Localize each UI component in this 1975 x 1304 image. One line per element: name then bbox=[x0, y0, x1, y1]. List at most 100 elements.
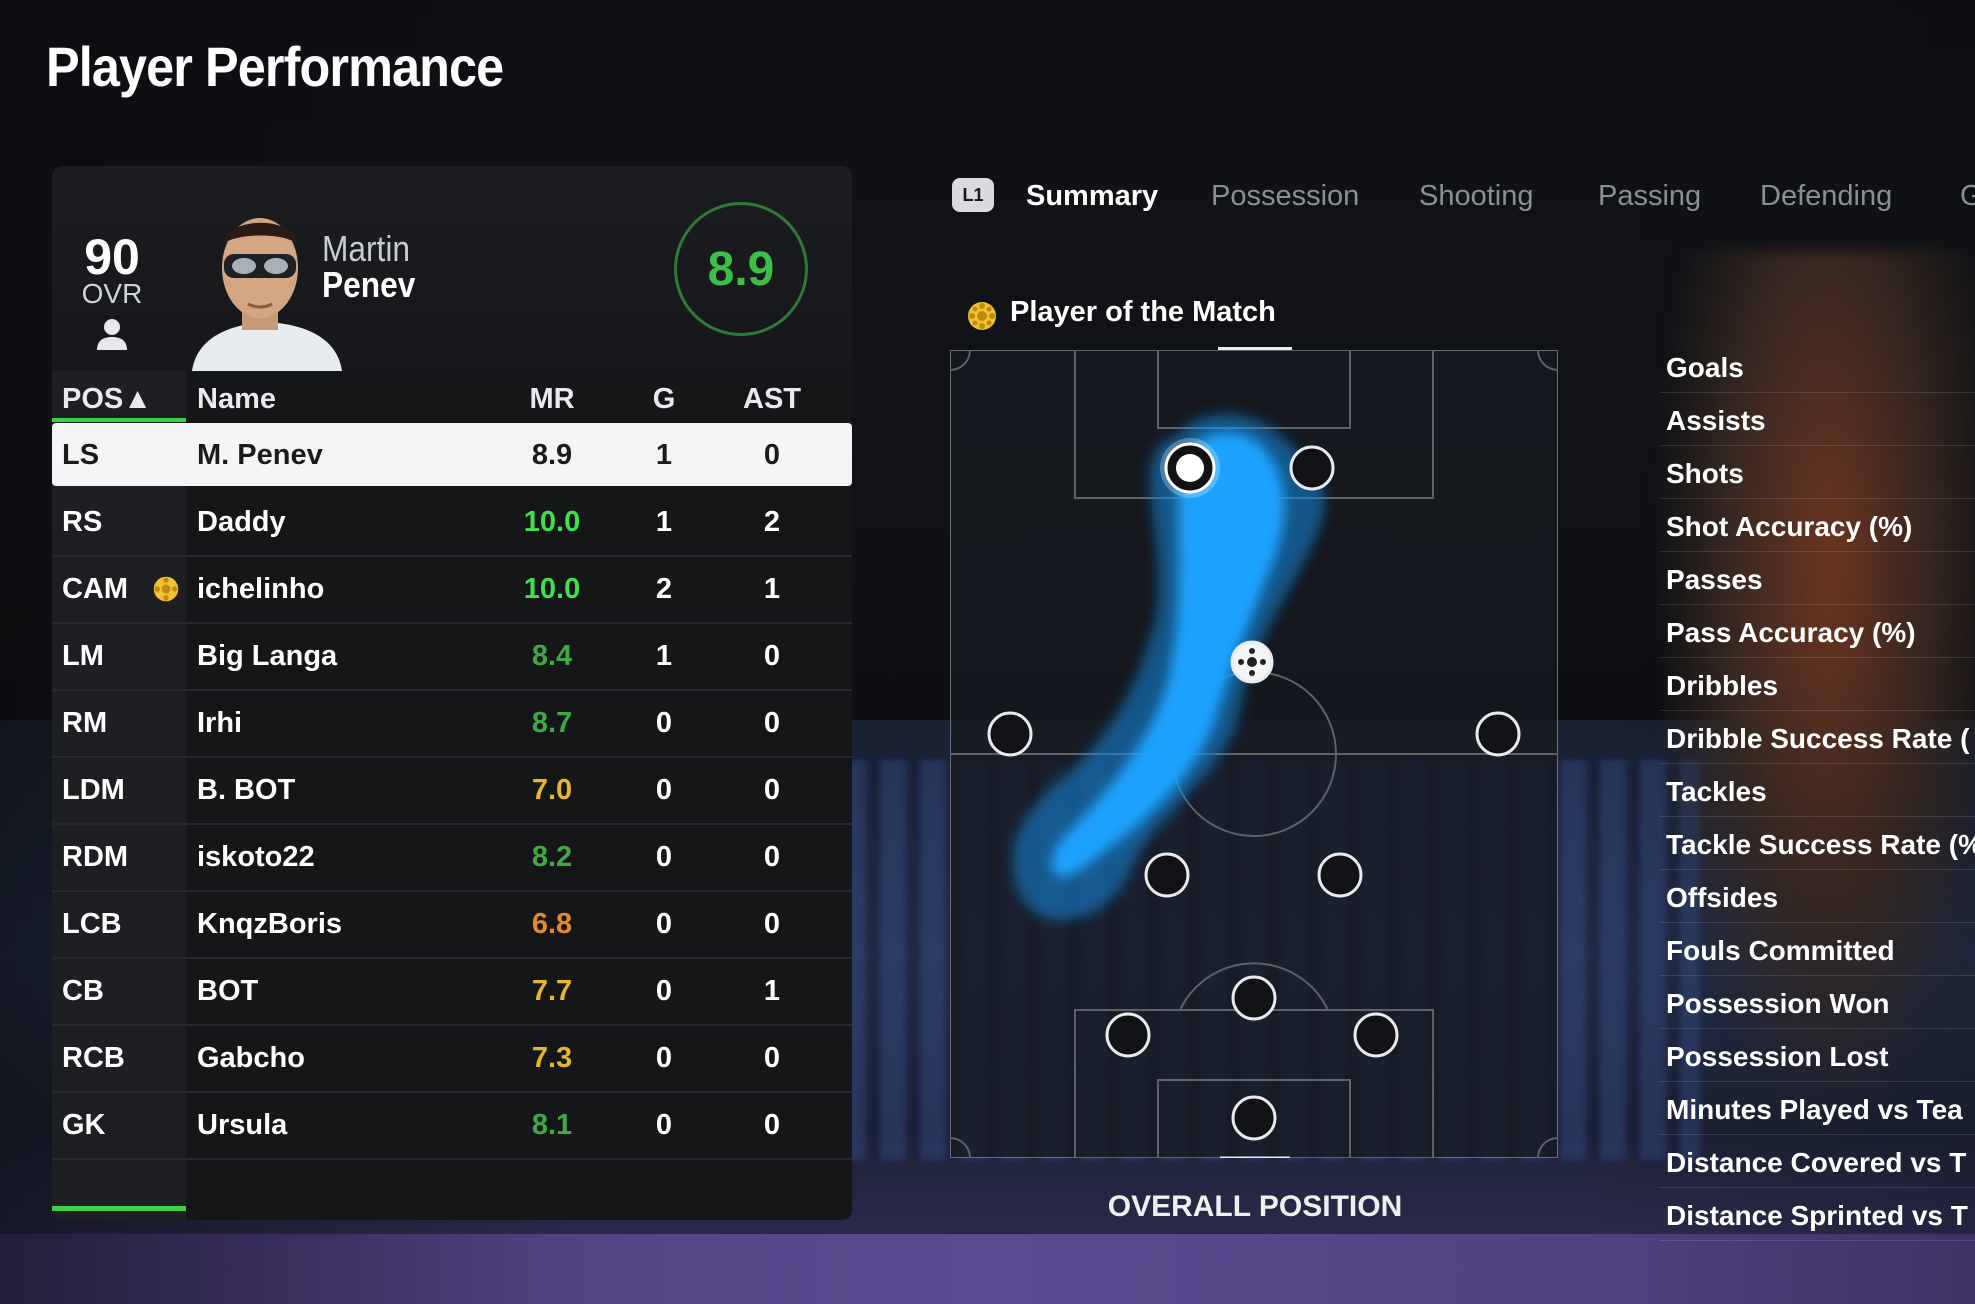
row-goals: 0 bbox=[655, 908, 673, 940]
row-assists: 0 bbox=[763, 774, 781, 806]
player-markers bbox=[987, 438, 1521, 1141]
row-player-name: ichelinho bbox=[197, 573, 325, 605]
stat-row: Possession Won bbox=[1660, 976, 1975, 1029]
row-match-rating: 8.1 bbox=[531, 1109, 573, 1141]
stat-row: Dribbles bbox=[1660, 658, 1975, 711]
player-portrait bbox=[192, 218, 342, 371]
row-player-name: BOT bbox=[197, 975, 259, 1007]
row-player-name: Daddy bbox=[197, 506, 286, 538]
ovr-value: 90 bbox=[84, 229, 140, 285]
stat-row: Fouls Committed bbox=[1660, 923, 1975, 976]
row-player-name: B. BOT bbox=[197, 774, 296, 806]
row-position: LS bbox=[62, 439, 100, 471]
table-row[interactable]: RDM iskoto22 8.2 0 0 bbox=[52, 825, 852, 892]
sort-pos-header[interactable]: POS▲ bbox=[62, 383, 152, 415]
row-assists: 0 bbox=[763, 707, 781, 739]
row-position: LM bbox=[62, 640, 104, 672]
stat-row: Dribble Success Rate ( bbox=[1660, 711, 1975, 764]
table-row[interactable]: RM Irhi 8.7 0 0 bbox=[52, 691, 852, 758]
row-goals: 0 bbox=[655, 1042, 673, 1074]
stat-label: Dribbles bbox=[1666, 670, 1779, 701]
table-row[interactable]: CAM ichelinho 10.0 2 1 bbox=[52, 557, 852, 624]
row-player-name: iskoto22 bbox=[197, 841, 315, 873]
position-heatmap-pitch bbox=[950, 350, 1558, 1158]
table-row[interactable]: RCB Gabcho 7.3 0 0 bbox=[52, 1026, 852, 1093]
row-goals: 1 bbox=[655, 640, 673, 672]
row-player-name: KnqzBoris bbox=[197, 908, 342, 940]
row-goals: 0 bbox=[655, 975, 673, 1007]
row-position: RS bbox=[62, 506, 103, 538]
stat-label: Passes bbox=[1666, 564, 1763, 595]
row-player-name: M. Penev bbox=[197, 439, 323, 471]
row-goals: 1 bbox=[655, 439, 673, 471]
player-of-the-match-icon bbox=[968, 302, 996, 330]
tab-defending[interactable]: Defending bbox=[1760, 180, 1893, 212]
row-match-rating: 7.7 bbox=[531, 975, 573, 1007]
stat-row: Distance Covered vs T bbox=[1660, 1135, 1975, 1188]
row-position: RM bbox=[62, 707, 108, 739]
tab-possession[interactable]: Possession bbox=[1211, 180, 1360, 212]
row-match-rating: 6.8 bbox=[531, 908, 573, 940]
tab-shooting[interactable]: Shooting bbox=[1419, 180, 1534, 212]
row-assists: 0 bbox=[763, 640, 781, 672]
row-match-rating: 8.4 bbox=[531, 640, 573, 672]
stat-label: Tackle Success Rate (% bbox=[1666, 829, 1975, 860]
table-row[interactable]: CB BOT 7.7 0 1 bbox=[52, 959, 852, 1026]
table-row[interactable]: LS M. Penev 8.9 1 0 bbox=[52, 423, 852, 486]
row-position: RCB bbox=[62, 1042, 125, 1074]
table-row[interactable]: RS Daddy 10.0 1 2 bbox=[52, 490, 852, 557]
stat-label: Shot Accuracy (%) bbox=[1666, 511, 1913, 542]
player-header: 90 OVR Martin Penev 8.9 bbox=[52, 166, 852, 371]
table-row[interactable]: LCB KnqzBoris 6.8 0 0 bbox=[52, 892, 852, 959]
row-match-rating: 10.0 bbox=[523, 506, 581, 538]
match-rating-badge: 8.9 bbox=[674, 202, 808, 336]
row-goals: 0 bbox=[655, 1109, 673, 1141]
goals-header[interactable]: G bbox=[652, 383, 676, 415]
row-goals: 0 bbox=[655, 774, 673, 806]
tab-passing[interactable]: Passing bbox=[1598, 180, 1702, 212]
tab-summary[interactable]: Summary bbox=[1026, 180, 1159, 212]
heatmap-trail bbox=[1013, 414, 1325, 920]
player-list: LS M. Penev 8.9 1 0 RS Daddy 10.0 1 2 CAM ichelinho… bbox=[52, 423, 852, 1160]
ovr-label: OVR bbox=[81, 278, 143, 309]
row-player-name: Gabcho bbox=[197, 1042, 305, 1074]
row-match-rating: 10.0 bbox=[523, 573, 581, 605]
stats-list: Goals Assists Shots Shot Accuracy (%) Passes… bbox=[1660, 340, 1975, 1241]
table-row[interactable]: LM Big Langa 8.4 1 0 bbox=[52, 624, 852, 691]
stat-row: Shot Accuracy (%) bbox=[1660, 499, 1975, 552]
row-match-rating: 7.3 bbox=[531, 1042, 573, 1074]
row-assists: 0 bbox=[763, 841, 781, 873]
stat-label: Goals bbox=[1666, 352, 1744, 383]
stat-row: Minutes Played vs Tea bbox=[1660, 1082, 1975, 1135]
player-of-the-match-icon bbox=[153, 576, 179, 602]
table-row[interactable]: LDM B. BOT 7.0 0 0 bbox=[52, 758, 852, 825]
tab-truncated[interactable]: G bbox=[1960, 180, 1975, 212]
row-position: CAM bbox=[62, 573, 129, 605]
mr-header[interactable]: MR bbox=[529, 383, 575, 415]
assists-header[interactable]: AST bbox=[743, 383, 801, 415]
stat-label: Possession Lost bbox=[1666, 1041, 1889, 1072]
row-match-rating: 7.0 bbox=[531, 774, 573, 806]
row-assists: 1 bbox=[763, 975, 781, 1007]
list-focus-indicator bbox=[52, 1206, 186, 1211]
stat-label: Pass Accuracy (%) bbox=[1666, 617, 1916, 648]
stat-label: Fouls Committed bbox=[1666, 935, 1895, 966]
stat-row: Passes bbox=[1660, 552, 1975, 605]
l1-button-hint: L1 bbox=[952, 178, 994, 212]
stat-label: Tackles bbox=[1666, 776, 1767, 807]
stat-label: Assists bbox=[1666, 405, 1766, 436]
row-assists: 0 bbox=[763, 908, 781, 940]
row-position: RDM bbox=[62, 841, 129, 873]
table-row[interactable]: GK Ursula 8.1 0 0 bbox=[52, 1093, 852, 1160]
stat-label: Minutes Played vs Tea bbox=[1666, 1094, 1963, 1125]
stat-row: Assists bbox=[1660, 393, 1975, 446]
row-position: GK bbox=[62, 1109, 106, 1141]
stats-tabs: L1 Summary Possession Shooting Passing D… bbox=[952, 170, 1975, 230]
stat-label: Possession Won bbox=[1666, 988, 1890, 1019]
stat-label: Distance Covered vs T bbox=[1666, 1147, 1967, 1178]
stat-label: Dribble Success Rate ( bbox=[1666, 723, 1970, 754]
row-position: LCB bbox=[62, 908, 122, 940]
name-header[interactable]: Name bbox=[197, 383, 276, 415]
row-assists: 2 bbox=[763, 506, 781, 538]
pitch-caption: OVERALL POSITION bbox=[1107, 1190, 1403, 1223]
